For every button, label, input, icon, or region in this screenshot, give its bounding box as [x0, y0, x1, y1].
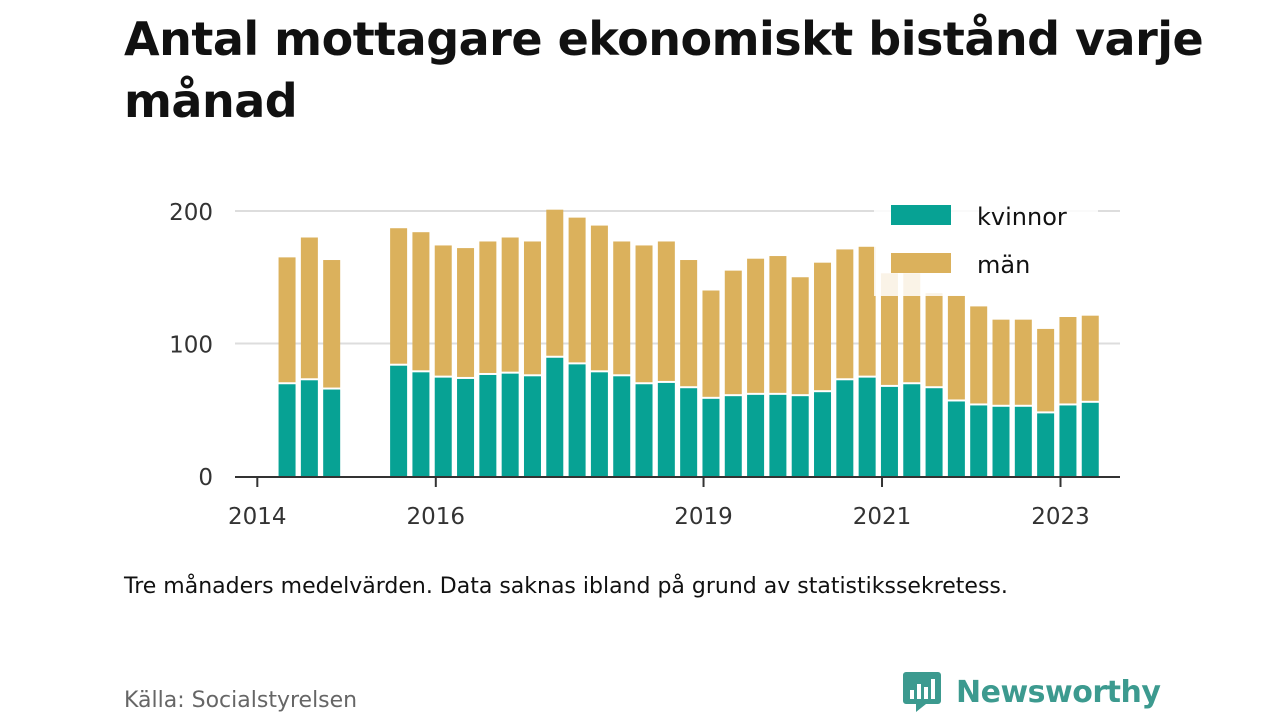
bar-kvinnor: [390, 365, 408, 476]
bar-kvinnor: [814, 392, 832, 476]
bars: [278, 209, 1099, 476]
x-tick-label: 2014: [228, 504, 287, 530]
bar-man: [613, 241, 631, 375]
brand-name: Newsworthy: [956, 674, 1161, 710]
bar-man: [1081, 315, 1099, 401]
bar-man: [457, 248, 475, 377]
bar-kvinnor: [1059, 405, 1077, 476]
bar-kvinnor: [680, 388, 698, 476]
bar-kvinnor: [1014, 406, 1032, 476]
bar-kvinnor: [970, 405, 988, 476]
bar-kvinnor: [836, 380, 854, 476]
bar-man: [568, 217, 586, 363]
x-tick-label: 2016: [407, 504, 466, 530]
bar-man: [300, 237, 318, 379]
bar-man: [1014, 319, 1032, 405]
bar-man: [903, 273, 921, 383]
bar-kvinnor: [635, 384, 653, 476]
bar-kvinnor: [523, 376, 541, 476]
x-axis-ticks: 2014 2016 2019 2021 2023: [228, 477, 1090, 530]
bar-man: [836, 249, 854, 379]
legend: kvinnor män: [874, 190, 1098, 296]
bar-kvinnor: [1037, 413, 1055, 476]
bar-kvinnor: [613, 376, 631, 476]
bar-kvinnor: [568, 364, 586, 476]
bar-man: [501, 237, 519, 372]
bar-man: [791, 277, 809, 395]
bar-man: [590, 225, 608, 371]
y-tick-label: 200: [169, 200, 213, 226]
bar-man: [769, 256, 787, 393]
bar-man: [680, 260, 698, 387]
legend-label: kvinnor: [977, 203, 1067, 231]
bar-man: [880, 273, 898, 385]
y-axis-ticks: 0 100 200: [169, 200, 213, 491]
bar-kvinnor: [992, 406, 1010, 476]
bar-kvinnor: [769, 394, 787, 476]
bar-man: [858, 246, 876, 376]
bar-man: [412, 232, 430, 371]
bar-kvinnor: [323, 389, 341, 476]
bar-kvinnor: [300, 380, 318, 476]
bar-kvinnor: [747, 394, 765, 476]
bar-man: [947, 295, 965, 400]
stacked-bar-chart: 0 100 200 2014 2016 2019 2021 2023 kvinnor män: [169, 190, 1120, 530]
bar-man: [1037, 328, 1055, 412]
bar-man: [814, 262, 832, 391]
bar-kvinnor: [903, 384, 921, 476]
bar-kvinnor: [412, 372, 430, 476]
newsworthy-chart-icon: [903, 672, 941, 712]
bar-kvinnor: [880, 386, 898, 476]
bar-kvinnor: [1081, 402, 1099, 476]
bar-man: [747, 258, 765, 393]
bar-man: [390, 228, 408, 364]
bar-kvinnor: [457, 378, 475, 476]
bar-kvinnor: [702, 398, 720, 476]
chart-title: Antal mottagare ekonomiskt bistånd varje…: [124, 12, 1204, 128]
bar-man: [1059, 317, 1077, 404]
bar-man: [479, 241, 497, 373]
source-credit: Källa: Socialstyrelsen: [124, 688, 358, 713]
bar-man: [523, 241, 541, 375]
x-tick-label: 2019: [674, 504, 733, 530]
bar-man: [724, 270, 742, 395]
x-tick-label: 2023: [1031, 504, 1090, 530]
bar-kvinnor: [434, 377, 452, 476]
legend-swatch: [891, 253, 951, 273]
bar-kvinnor: [947, 401, 965, 476]
chart-footnote: Tre månaders medelvärden. Data saknas ib…: [124, 574, 1008, 599]
bar-man: [323, 260, 341, 388]
bar-man: [434, 245, 452, 376]
bar-man: [657, 241, 675, 381]
x-tick-label: 2021: [853, 504, 912, 530]
bar-kvinnor: [724, 396, 742, 476]
bar-man: [635, 245, 653, 383]
y-tick-label: 100: [169, 333, 213, 359]
y-tick-label: 0: [198, 465, 213, 491]
bar-kvinnor: [925, 388, 943, 476]
bar-man: [702, 290, 720, 397]
bar-kvinnor: [791, 396, 809, 476]
bar-kvinnor: [278, 384, 296, 476]
bar-kvinnor: [858, 377, 876, 476]
bar-kvinnor: [479, 374, 497, 476]
brand-logo: Newsworthy: [902, 670, 1161, 714]
bar-kvinnor: [501, 373, 519, 476]
bar-man: [992, 319, 1010, 405]
bar-man: [925, 293, 943, 387]
legend-label: män: [977, 251, 1030, 279]
bar-kvinnor: [546, 357, 564, 476]
bar-kvinnor: [590, 372, 608, 476]
bar-man: [546, 209, 564, 356]
legend-swatch: [891, 205, 951, 225]
bar-man: [278, 257, 296, 383]
bar-man: [970, 306, 988, 404]
bar-kvinnor: [657, 382, 675, 476]
